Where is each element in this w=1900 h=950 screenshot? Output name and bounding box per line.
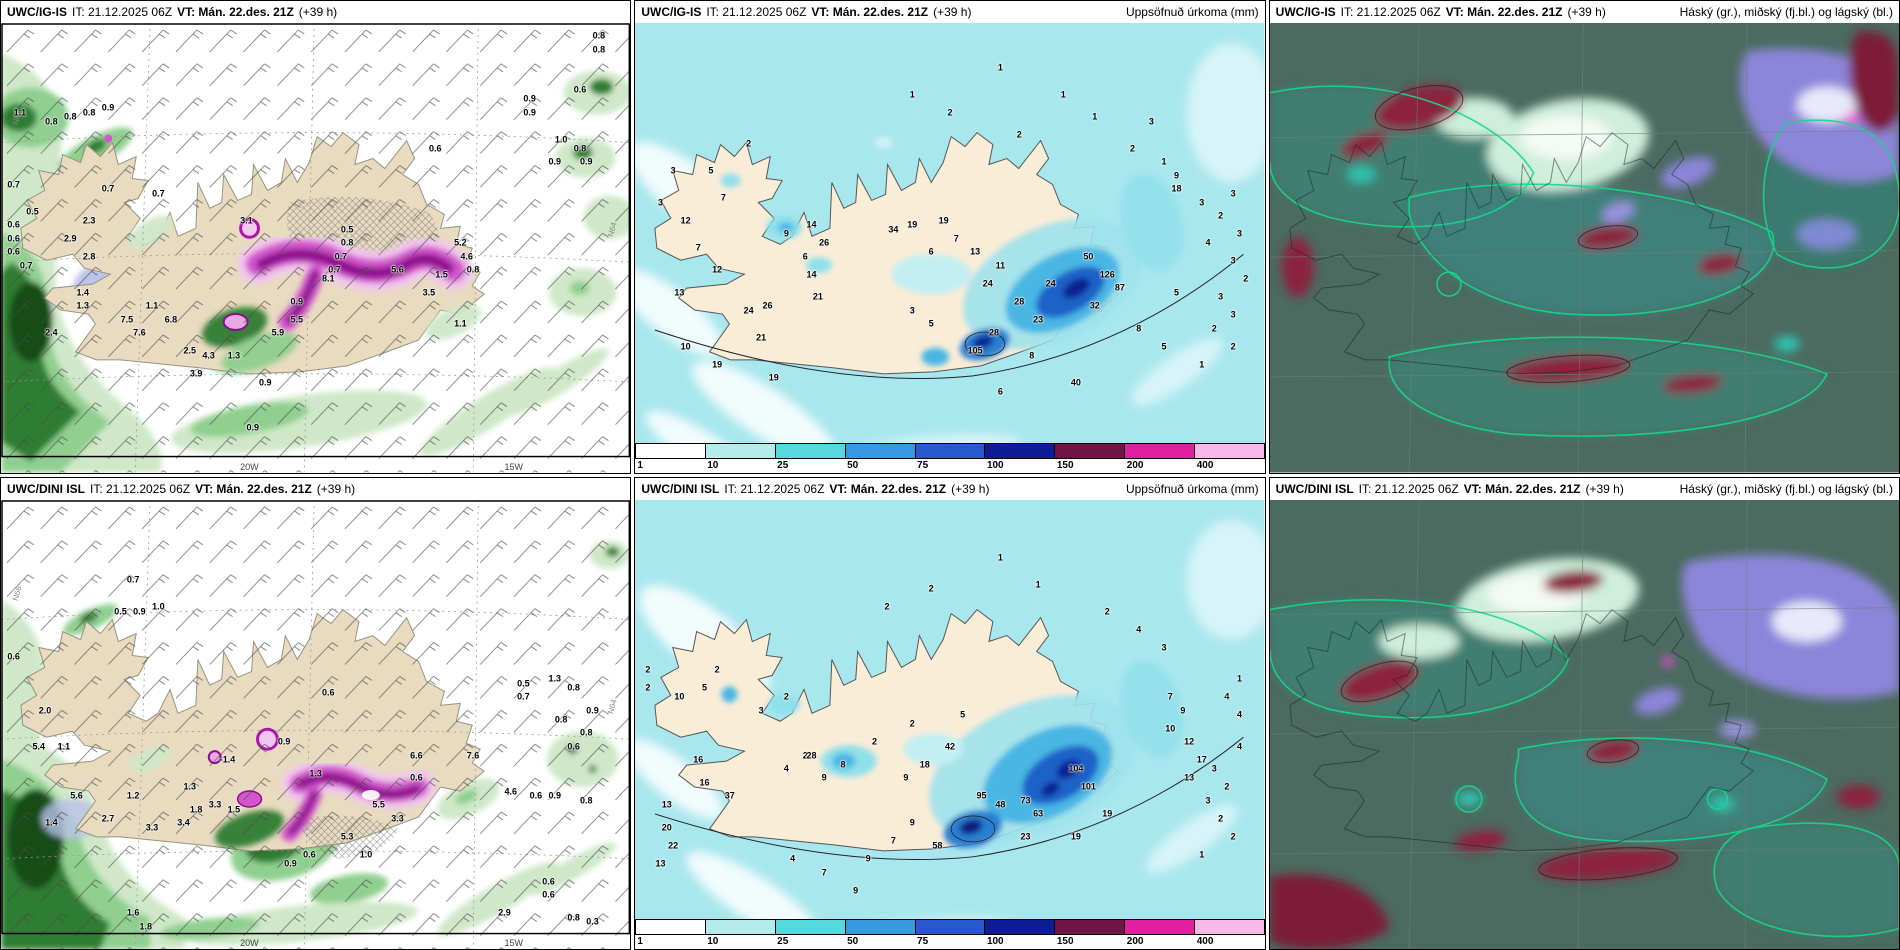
lon-label: 15W bbox=[504, 938, 523, 948]
colorbar-swatch bbox=[636, 920, 707, 934]
precip-colorbar: 1 10 25 50 75 100 150 200 400 bbox=[635, 442, 1265, 473]
colorbar-tick: 100 bbox=[986, 459, 1004, 471]
valid-time: VT: Mán. 22.des. 21Z bbox=[829, 481, 947, 496]
colorbar-swatch bbox=[845, 443, 916, 458]
panel-header: UWC/IG-IS IT: 21.12.2025 06Z VT: Mán. 22… bbox=[1, 1, 631, 23]
model-name: UWC/IG-IS bbox=[1275, 5, 1336, 19]
model-name: UWC/DINI ISL bbox=[7, 481, 85, 496]
panel-right-label: Háský (gr.), miðský (fj.bl.) og lágský (… bbox=[1679, 5, 1893, 19]
colorbar-tick: 75 bbox=[917, 459, 929, 471]
colorbar-swatch bbox=[1125, 920, 1195, 934]
colorbar-tick: 75 bbox=[917, 936, 929, 947]
lon-label: 20W bbox=[240, 938, 259, 948]
panel-igb-clouds: UWC/IG-IS IT: 21.12.2025 06Z VT: Mán. 22… bbox=[1268, 0, 1900, 474]
colorbar-swatch bbox=[706, 920, 776, 934]
precip-map-graphic bbox=[635, 23, 1265, 473]
colorbar-tick: 200 bbox=[1126, 459, 1144, 471]
panel-dini-clouds: UWC/DINI ISL IT: 21.12.2025 06Z VT: Mán.… bbox=[1268, 476, 1900, 950]
init-time: IT: 21.12.2025 06Z bbox=[1340, 5, 1441, 19]
colorbar-tick: 1 bbox=[637, 936, 643, 947]
lead-time: (+39 h) bbox=[1567, 5, 1606, 19]
lead-time: (+39 h) bbox=[951, 481, 990, 496]
colorbar-tick: 25 bbox=[777, 459, 789, 471]
precip-map-graphic bbox=[635, 499, 1265, 949]
colorbar-swatch bbox=[706, 443, 776, 458]
colorbar-swatch bbox=[1055, 920, 1126, 934]
colorbar-swatch bbox=[1055, 443, 1126, 458]
precip-colorbar: 1 10 25 50 75 100 150 200 400 bbox=[635, 919, 1265, 949]
panel-header: UWC/IG-IS IT: 21.12.2025 06Z VT: Mán. 22… bbox=[635, 1, 1265, 23]
init-time: IT: 21.12.2025 06Z bbox=[72, 5, 173, 19]
wind-map-graphic bbox=[1, 23, 631, 473]
init-time: IT: 21.12.2025 06Z bbox=[724, 481, 825, 496]
panel-right-label: Uppsöfnuð úrkoma (mm) bbox=[1125, 481, 1259, 496]
valid-time: VT: Mán. 22.des. 21Z bbox=[195, 481, 312, 496]
init-time: IT: 21.12.2025 06Z bbox=[90, 481, 191, 496]
colorbar-tick: 10 bbox=[707, 459, 719, 471]
colorbar-ticks: 1 10 25 50 75 100 150 200 400 bbox=[635, 935, 1265, 949]
colorbar-swatches bbox=[635, 442, 1265, 459]
colorbar-tick: 10 bbox=[707, 936, 719, 947]
colorbar-swatch bbox=[775, 920, 846, 934]
panel-header: UWC/DINI ISL IT: 21.12.2025 06Z VT: Mán.… bbox=[1, 477, 631, 500]
wind-map-igb[interactable]: 20W 15W N66 N64 1.1 0.8 0.8 0.8 0.9 0.7 0.5 0.6… bbox=[1, 23, 631, 473]
colorbar-swatch bbox=[775, 443, 846, 458]
colorbar-tick: 50 bbox=[847, 936, 859, 947]
valid-time: VT: Mán. 22.des. 21Z bbox=[1445, 5, 1563, 19]
init-time: IT: 21.12.2025 06Z bbox=[706, 5, 807, 19]
colorbar-swatch bbox=[1194, 920, 1264, 934]
lead-time: (+39 h) bbox=[1585, 481, 1624, 496]
colorbar-swatch bbox=[1194, 443, 1264, 458]
model-name: UWC/DINI ISL bbox=[641, 481, 720, 496]
colorbar-swatch bbox=[985, 920, 1056, 934]
init-time: IT: 21.12.2025 06Z bbox=[1358, 481, 1459, 496]
precip-map-igb[interactable]: 1 10 25 50 75 100 150 200 400 5 3 2 7 12 3 13 10 19 21 19 2… bbox=[635, 23, 1265, 473]
panel-header: UWC/IG-IS IT: 21.12.2025 06Z VT: Mán. 22… bbox=[1269, 1, 1899, 23]
valid-time: VT: Mán. 22.des. 21Z bbox=[811, 5, 929, 19]
lon-label: 15W bbox=[504, 461, 523, 472]
valid-time: VT: Mán. 22.des. 21Z bbox=[1463, 481, 1581, 496]
lead-time: (+39 h) bbox=[316, 481, 356, 496]
panel-dini-wind: UWC/DINI ISL IT: 21.12.2025 06Z VT: Mán.… bbox=[0, 476, 632, 950]
lead-time: (+39 h) bbox=[298, 5, 338, 19]
colorbar-tick: 150 bbox=[1056, 459, 1074, 471]
colorbar-swatch bbox=[915, 920, 986, 934]
panel-header: UWC/DINI ISL IT: 21.12.2025 06Z VT: Mán.… bbox=[635, 477, 1265, 500]
cloud-map-dini[interactable] bbox=[1269, 499, 1899, 949]
colorbar-tick: 400 bbox=[1196, 459, 1214, 471]
wind-map-graphic bbox=[1, 499, 631, 949]
colorbar-tick: 50 bbox=[847, 459, 859, 471]
panel-igb-precip: UWC/IG-IS IT: 21.12.2025 06Z VT: Mán. 22… bbox=[634, 0, 1266, 474]
lead-time: (+39 h) bbox=[933, 5, 972, 19]
colorbar-ticks: 1 10 25 50 75 100 150 200 400 bbox=[635, 458, 1265, 473]
valid-time: VT: Mán. 22.des. 21Z bbox=[177, 5, 294, 19]
panel-right-label: Uppsöfnuð úrkoma (mm) bbox=[1125, 5, 1259, 19]
colorbar-tick: 25 bbox=[777, 936, 789, 947]
colorbar-swatches bbox=[635, 919, 1265, 935]
wind-map-dini[interactable]: 20W 15W N66 N64 0.7 0.5 0.9 1.0 0.6 2.0 5.4 1.1… bbox=[1, 499, 631, 949]
cloud-map-igb[interactable] bbox=[1269, 23, 1899, 473]
colorbar-swatch bbox=[1125, 443, 1195, 458]
precip-map-dini[interactable]: 1 10 25 50 75 100 150 200 400 10 5 2 2 2 3 2 16 16 37 13 20… bbox=[635, 499, 1265, 949]
cloud-map-graphic bbox=[1269, 499, 1899, 949]
panel-right-label: Háský (gr.), miðský (fj.bl.) og lágský (… bbox=[1679, 481, 1893, 496]
colorbar-tick: 100 bbox=[986, 936, 1004, 947]
model-name: UWC/IG-IS bbox=[7, 5, 67, 19]
panel-igb-wind: UWC/IG-IS IT: 21.12.2025 06Z VT: Mán. 22… bbox=[0, 0, 632, 474]
colorbar-tick: 400 bbox=[1196, 936, 1214, 947]
colorbar-swatch bbox=[915, 443, 986, 458]
colorbar-tick: 150 bbox=[1056, 936, 1074, 947]
colorbar-tick: 200 bbox=[1126, 936, 1144, 947]
model-name: UWC/IG-IS bbox=[641, 5, 702, 19]
lon-label: 20W bbox=[240, 461, 259, 472]
panel-header: UWC/DINI ISL IT: 21.12.2025 06Z VT: Mán.… bbox=[1269, 477, 1899, 500]
colorbar-swatch bbox=[845, 920, 916, 934]
colorbar-tick: 1 bbox=[637, 459, 643, 471]
cloud-map-graphic bbox=[1269, 23, 1899, 473]
model-name: UWC/DINI ISL bbox=[1275, 481, 1354, 496]
colorbar-swatch bbox=[985, 443, 1056, 458]
panel-dini-precip: UWC/DINI ISL IT: 21.12.2025 06Z VT: Mán.… bbox=[634, 476, 1266, 950]
colorbar-swatch bbox=[636, 443, 707, 458]
